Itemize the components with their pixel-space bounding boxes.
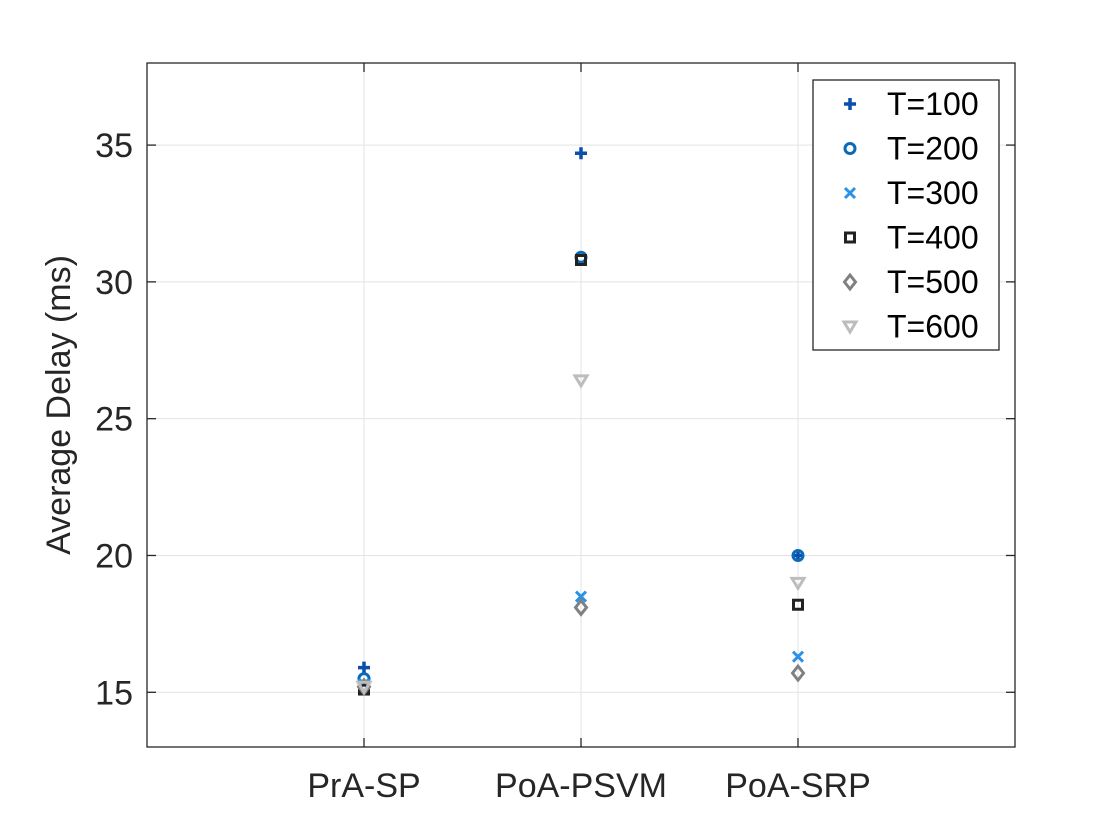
y-tick-label: 35 (95, 127, 133, 165)
data-point (790, 663, 806, 683)
legend-item: T=600 (841, 309, 979, 345)
legend-item: T=300 (843, 175, 979, 211)
data-point (358, 661, 370, 674)
y-tick-label: 30 (95, 264, 133, 302)
y-tick-label: 25 (95, 401, 133, 439)
legend-item: T=100 (844, 86, 979, 122)
legend-item: T=500 (842, 264, 979, 300)
data-point (575, 147, 587, 160)
legend-marker-shape (844, 98, 856, 110)
legend-box (812, 79, 1000, 351)
legend-marker (844, 98, 856, 110)
legend-marker (843, 142, 857, 155)
y-tick-label: 20 (95, 537, 133, 575)
data-point-shape (574, 590, 588, 603)
legend-marker (844, 231, 856, 244)
legend-label: T=100 (887, 86, 979, 122)
legend-label: T=400 (887, 220, 979, 256)
legend-item: T=400 (844, 220, 979, 256)
y-axis-label: Average Delay (ms) (40, 255, 78, 555)
x-tick-label: PoA-PSVM (495, 767, 667, 805)
data-point (792, 598, 804, 611)
data-point-shape (575, 147, 587, 160)
legend-marker (843, 186, 857, 200)
x-tick-label: PrA-SP (307, 767, 420, 805)
legend-label: T=200 (887, 131, 979, 167)
series-T=600 (355, 374, 807, 696)
legend-marker (841, 320, 859, 335)
data-point (791, 650, 805, 663)
legend-marker (842, 272, 858, 292)
legend: T=100 T=200 T=300 T=400 T=500 T=600 (812, 79, 1000, 351)
legend-marker-shape (843, 186, 857, 200)
data-point (355, 680, 373, 696)
data-points (355, 147, 807, 697)
data-point-shape (791, 650, 805, 663)
data-point (791, 548, 805, 562)
axis-ticks: PrA-SP PoA-PSVM PoA-SRP 15 20 25 30 35 (95, 63, 1015, 805)
legend-label: T=600 (887, 309, 979, 345)
y-tick-label: 15 (95, 674, 133, 712)
legend-label: T=300 (887, 175, 979, 211)
data-point (572, 374, 590, 389)
legend-item: T=200 (843, 131, 979, 167)
legend-label: T=500 (887, 264, 979, 300)
data-point (789, 576, 807, 592)
data-point-shape (358, 661, 370, 674)
data-point (573, 598, 589, 617)
x-tick-label: PoA-SRP (725, 767, 871, 805)
data-point (574, 590, 588, 603)
data-point (575, 253, 587, 266)
